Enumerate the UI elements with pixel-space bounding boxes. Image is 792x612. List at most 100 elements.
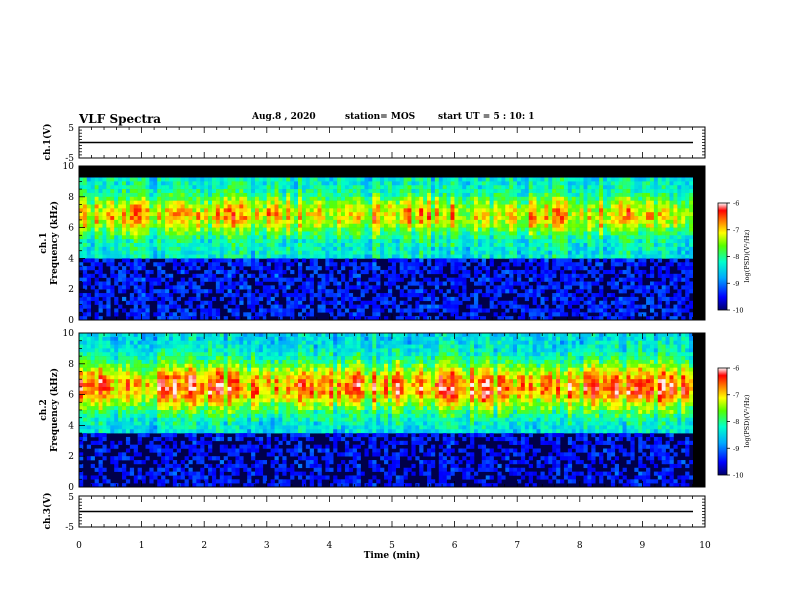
ch1-spectrogram-cell: [216, 216, 220, 220]
ch1-spectrogram-cell: [564, 262, 568, 266]
ch1-spectrogram-cell: [466, 193, 470, 197]
ch1-spectrogram-cell: [157, 231, 161, 235]
ch1-spectrogram-cell: [368, 239, 372, 243]
ch1-spectrogram-cell: [607, 220, 611, 224]
ch1-spectrogram-cell: [325, 231, 329, 235]
ch1-spectrogram-cell: [329, 270, 333, 274]
ch1-spectrogram-cell: [666, 262, 670, 266]
ch1-spectrogram-cell: [372, 212, 376, 216]
ch1-spectrogram-cell: [384, 224, 388, 228]
ch1-spectrogram-cell: [662, 251, 666, 255]
ch1-spectrogram-cell: [525, 193, 529, 197]
ch1-spectrogram-cell: [325, 178, 329, 182]
ch1-spectrogram-cell: [587, 239, 591, 243]
ch1-spectrogram-cell: [318, 293, 322, 297]
ch1-spectrogram-cell: [439, 255, 443, 259]
ch1-spectrogram-cell: [185, 228, 189, 232]
ch1-spectrogram-cell: [290, 220, 294, 224]
ch1-spectrogram-cell: [685, 178, 689, 182]
ch1-spectrogram-cell: [349, 251, 353, 255]
ch1-spectrogram-cell: [357, 185, 361, 189]
ch1-spectrogram-cell: [169, 193, 173, 197]
ch1-spectrogram-cell: [306, 243, 310, 247]
ch1-spectrogram-cell: [122, 216, 126, 220]
ch1-spectrogram-cell: [364, 201, 368, 205]
ch1-spectrogram-cell: [349, 224, 353, 228]
ch1-spectrogram-cell: [627, 247, 631, 251]
ch1-spectrogram-cell: [169, 255, 173, 259]
ch1-spectrogram-cell: [263, 247, 267, 251]
ch1-spectrogram-cell: [286, 212, 290, 216]
ch1-spectrogram-cell: [599, 255, 603, 259]
ch1-spectrogram-cell: [611, 216, 615, 220]
ch1-spectrogram-cell: [435, 201, 439, 205]
ch1-spectrogram-cell: [470, 255, 474, 259]
ch1-spectrogram-cell: [302, 220, 306, 224]
ch1-spectrogram-cell: [411, 308, 415, 312]
ch1-spectrogram-cell: [294, 197, 298, 201]
ch1-spectrogram-cell: [689, 247, 693, 251]
ch1-spectrogram-cell: [564, 297, 568, 301]
ch1-spectrogram-cell: [110, 181, 114, 185]
ch1-spectrogram-cell: [572, 282, 576, 286]
ch1-spectrogram-cell: [685, 231, 689, 235]
ch1-spectrogram-cell: [192, 235, 196, 239]
ch1-spectrogram-cell: [552, 189, 556, 193]
ch1-spectrogram-cell: [189, 201, 193, 205]
ch1-spectrogram-cell: [556, 258, 560, 262]
ch1-spectrogram-cell: [634, 235, 638, 239]
ch1-spectrogram-cell: [142, 216, 146, 220]
ch1-spectrogram-cell: [411, 185, 415, 189]
ch1-spectrogram-cell: [259, 312, 263, 316]
ch1-spectrogram-cell: [521, 181, 525, 185]
ch1-spectrogram-cell: [200, 208, 204, 212]
ch1-spectrogram-cell: [157, 178, 161, 182]
ch1-spectrogram-cell: [208, 308, 212, 312]
ch1-spectrogram-cell: [161, 212, 165, 216]
ch1-spectrogram-cell: [259, 305, 263, 309]
ch1-spectrogram-cell: [568, 181, 572, 185]
ch1-spectrogram-cell: [388, 201, 392, 205]
ch1-spectrogram-cell: [627, 308, 631, 312]
ch1-spectrogram-cell: [525, 235, 529, 239]
ch1-spectrogram-cell: [228, 293, 232, 297]
ch1-spectrogram-cell: [685, 247, 689, 251]
ch1-spectrogram-cell: [255, 224, 259, 228]
ch1-spectrogram-cell: [110, 212, 114, 216]
ch1-spectrogram-cell: [607, 181, 611, 185]
ch1-spectrogram-cell: [165, 251, 169, 255]
ch1-spectrogram-cell: [271, 297, 275, 301]
ch1-spectrogram-cell: [599, 247, 603, 251]
ch1-spectrogram-cell: [673, 208, 677, 212]
ch1-spectrogram-cell: [521, 255, 525, 259]
ch1-spectrogram-cell: [181, 251, 185, 255]
ch1-spectrogram-cell: [470, 243, 474, 247]
ch1-spectrogram-cell: [486, 247, 490, 251]
ch1-spectrogram-cell: [564, 181, 568, 185]
ch1-spectrogram-cell: [677, 178, 681, 182]
ch1-spectrogram-cell: [521, 243, 525, 247]
ch1-spectrogram-cell: [337, 247, 341, 251]
ch1-spectrogram-cell: [255, 189, 259, 193]
ch1-spectrogram-cell: [603, 212, 607, 216]
ch1-spectrogram-cell: [486, 251, 490, 255]
ch1-spectrogram-cell: [263, 228, 267, 232]
ch1-spectrogram-cell: [165, 220, 169, 224]
ch1-spectrogram-cell: [153, 255, 157, 259]
ch1-spectrogram-cell: [142, 305, 146, 309]
ch1-spectrogram-cell: [576, 201, 580, 205]
ch1-spectrogram-cell: [447, 224, 451, 228]
ch1-spectrogram-cell: [662, 247, 666, 251]
ch1-spectrogram-cell: [298, 243, 302, 247]
ch1-spectrogram-cell: [501, 216, 505, 220]
ch1-spectrogram-cell: [415, 216, 419, 220]
ch1-spectrogram-cell: [353, 305, 357, 309]
ch1-spectrogram-cell: [408, 231, 412, 235]
ch1-spectrogram-cell: [408, 189, 412, 193]
ch1-spectrogram-cell: [341, 224, 345, 228]
ch1-spectrogram-cell: [658, 220, 662, 224]
ch1-spectrogram-cell: [247, 181, 251, 185]
ch1-spectrogram-cell: [228, 239, 232, 243]
ch1-spectrogram-cell: [83, 185, 87, 189]
ch1-spectrogram-cell: [556, 285, 560, 289]
